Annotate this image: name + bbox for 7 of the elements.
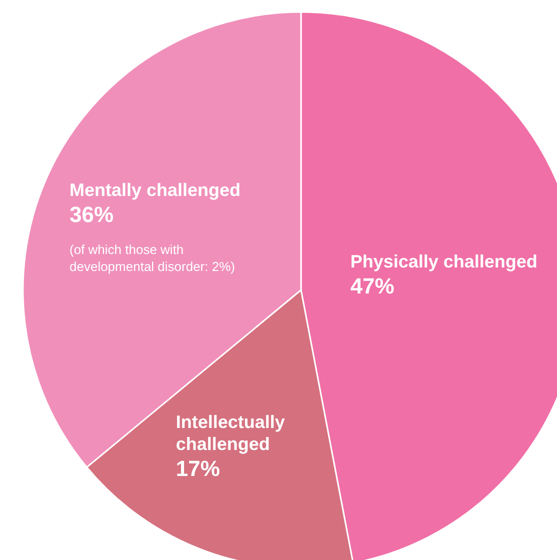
slice-label: Intellectually challenged xyxy=(176,412,285,454)
slice-label: Physically challenged xyxy=(350,252,538,272)
text: (of which those with developmental disorder: 2%) xyxy=(70,242,235,274)
data-label: 36% xyxy=(70,202,114,227)
data-label: 47% xyxy=(350,274,394,299)
slice-label: Mentally challenged xyxy=(70,180,241,200)
data-label: 17% xyxy=(176,456,220,481)
